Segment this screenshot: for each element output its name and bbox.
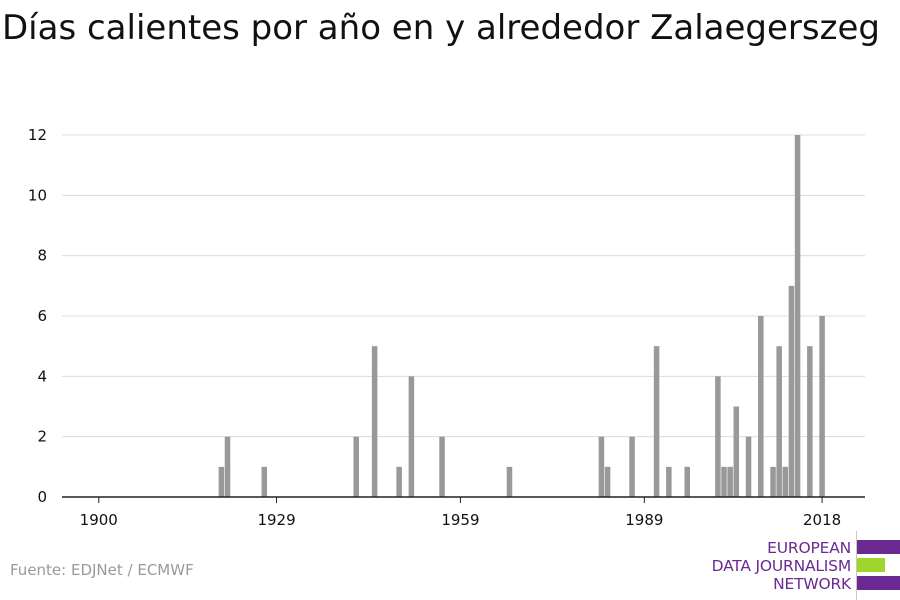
- bar-2006: [745, 436, 752, 497]
- bar-1920: [218, 466, 225, 497]
- bar-1942: [353, 436, 359, 497]
- bar-1945: [371, 346, 378, 497]
- chart-title: Días calientes por año en y alrededor Za…: [2, 8, 880, 48]
- logo-separator: [856, 531, 857, 600]
- x-tick-label: 1959: [441, 511, 479, 529]
- edjnet-logo: EUROPEAN DATA JOURNALISM NETWORK: [700, 531, 900, 600]
- logo-line-1: EUROPEAN: [767, 539, 851, 557]
- x-tick-label: 2018: [803, 511, 841, 529]
- y-tick-label: 6: [37, 307, 47, 325]
- bar-2012: [782, 466, 789, 497]
- bar-1921: [224, 436, 231, 497]
- bar-1991: [653, 346, 660, 497]
- logo-line-3: NETWORK: [773, 575, 851, 593]
- logo-line-2: DATA JOURNALISM: [711, 557, 852, 575]
- bar-2001: [715, 376, 721, 497]
- y-tick-label: 10: [28, 186, 47, 204]
- y-tick-label: 8: [37, 247, 47, 265]
- bar-2003: [727, 466, 733, 497]
- y-tick-label: 2: [37, 428, 47, 446]
- y-tick-label: 4: [37, 367, 47, 385]
- bar-2011: [776, 346, 782, 497]
- y-tick-label: 0: [37, 488, 47, 506]
- bar-1996: [684, 466, 690, 497]
- bar-2008: [758, 316, 764, 497]
- y-tick-labels: 0 2 4 6 8 10 12: [28, 126, 47, 506]
- bar-1987: [629, 436, 635, 497]
- bar-2014: [794, 135, 801, 497]
- bar-2018: [819, 316, 825, 497]
- bar-2016: [807, 346, 813, 497]
- logo-bar-3: [857, 576, 900, 590]
- y-tick-label: 12: [28, 126, 47, 144]
- x-tick-label: 1989: [625, 511, 663, 529]
- x-tick-labels: 1900 1929 1959 1989 2018: [80, 497, 841, 529]
- bar-1927: [261, 466, 268, 497]
- x-tick-label: 1929: [257, 511, 295, 529]
- gridlines: [62, 134, 865, 438]
- bar-1951: [408, 376, 415, 497]
- bar-1982: [598, 436, 605, 497]
- bar-1993: [666, 466, 672, 497]
- bar-1956: [439, 436, 445, 497]
- bars: [218, 135, 825, 497]
- x-tick-label: 1900: [80, 511, 118, 529]
- bar-2002: [721, 466, 727, 497]
- logo-bar-2: [857, 558, 885, 572]
- bar-1949: [396, 466, 402, 497]
- bar-2010: [770, 466, 776, 497]
- bar-1967: [506, 466, 513, 497]
- bar-1983: [604, 466, 611, 497]
- logo-bar-1: [857, 540, 900, 554]
- bar-2013: [788, 285, 795, 497]
- bar-2004: [733, 406, 740, 497]
- source-note: Fuente: EDJNet / ECMWF: [10, 561, 194, 579]
